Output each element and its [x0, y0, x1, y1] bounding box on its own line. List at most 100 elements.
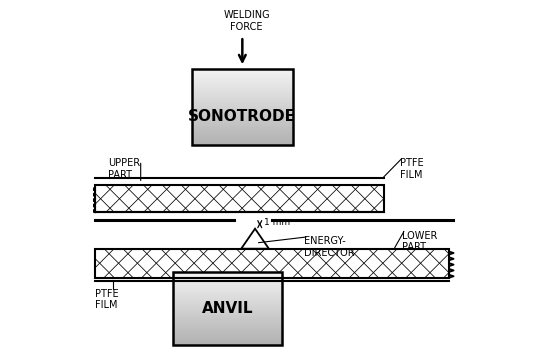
Text: ENERGY-
DIRECTOR: ENERGY- DIRECTOR	[304, 236, 355, 258]
Text: UPPER
PART: UPPER PART	[108, 158, 140, 180]
Bar	[173, 316, 282, 317]
Bar	[173, 280, 282, 281]
Bar	[191, 117, 293, 118]
Bar	[191, 119, 293, 120]
Bar	[173, 272, 282, 345]
Bar	[173, 284, 282, 286]
Bar	[191, 139, 293, 140]
Bar	[173, 298, 282, 299]
Bar	[191, 131, 293, 132]
Bar	[191, 69, 293, 70]
Bar	[173, 312, 282, 313]
Bar	[173, 317, 282, 318]
Bar	[191, 105, 293, 106]
Bar	[173, 344, 282, 345]
Bar	[191, 107, 293, 109]
Bar	[191, 99, 293, 101]
Bar	[173, 315, 282, 316]
Bar	[173, 311, 282, 312]
Bar	[173, 322, 282, 323]
Bar	[173, 277, 282, 278]
Bar	[173, 331, 282, 333]
Bar	[173, 286, 282, 287]
Bar	[173, 289, 282, 290]
Bar	[191, 122, 293, 123]
Bar	[191, 136, 293, 138]
Bar	[95, 185, 384, 212]
Bar	[191, 120, 293, 121]
Bar	[191, 144, 293, 145]
Bar	[173, 278, 282, 280]
Bar	[173, 329, 282, 330]
Bar	[191, 94, 293, 96]
Bar	[173, 272, 282, 273]
Bar	[173, 313, 282, 315]
Bar	[173, 300, 282, 301]
Bar	[191, 82, 293, 83]
Bar	[173, 337, 282, 338]
Bar	[173, 301, 282, 302]
Bar	[173, 283, 282, 284]
Bar	[191, 109, 293, 110]
Text: SONOTRODE: SONOTRODE	[188, 109, 296, 124]
Bar	[191, 92, 293, 93]
Bar	[173, 294, 282, 295]
Bar	[173, 293, 282, 294]
Bar	[173, 290, 282, 291]
Bar	[173, 327, 282, 328]
Text: WELDING
FORCE: WELDING FORCE	[223, 10, 270, 32]
Bar	[173, 276, 282, 277]
Bar	[173, 291, 282, 293]
Text: ANVIL: ANVIL	[202, 301, 254, 316]
Bar	[191, 126, 293, 127]
Bar	[191, 114, 293, 115]
Bar	[191, 111, 293, 112]
Text: 1 mm: 1 mm	[264, 218, 290, 227]
Bar	[173, 297, 282, 298]
Bar	[173, 309, 282, 310]
Bar	[173, 339, 282, 340]
Bar	[191, 143, 293, 144]
Bar	[173, 319, 282, 321]
Bar	[173, 318, 282, 319]
Bar	[191, 84, 293, 86]
Bar	[191, 69, 293, 145]
Bar	[191, 129, 293, 130]
Bar	[191, 125, 293, 126]
Bar	[173, 307, 282, 309]
Bar	[173, 306, 282, 307]
Text: PTFE
FILM: PTFE FILM	[400, 158, 424, 180]
Bar	[173, 302, 282, 304]
Bar	[173, 334, 282, 335]
Bar	[191, 130, 293, 131]
Bar	[173, 305, 282, 306]
Bar	[173, 281, 282, 282]
Bar	[191, 93, 293, 94]
Bar	[173, 335, 282, 337]
Bar	[191, 132, 293, 134]
Bar	[173, 304, 282, 305]
Bar	[191, 127, 293, 129]
Bar	[191, 83, 293, 84]
Bar	[173, 321, 282, 322]
Bar	[191, 78, 293, 79]
Bar	[191, 91, 293, 92]
Bar	[191, 86, 293, 87]
Bar	[191, 72, 293, 73]
Bar	[191, 76, 293, 77]
Bar	[191, 140, 293, 142]
Bar	[191, 116, 293, 117]
Bar	[191, 142, 293, 143]
Bar	[173, 273, 282, 275]
Bar	[191, 106, 293, 107]
Bar	[191, 88, 293, 89]
Bar	[191, 102, 293, 103]
Bar	[191, 74, 293, 75]
Bar	[173, 288, 282, 289]
Bar	[191, 121, 293, 122]
Bar	[191, 87, 293, 88]
Bar	[191, 81, 293, 82]
Bar	[95, 249, 449, 278]
Bar	[191, 115, 293, 116]
Bar	[173, 287, 282, 288]
